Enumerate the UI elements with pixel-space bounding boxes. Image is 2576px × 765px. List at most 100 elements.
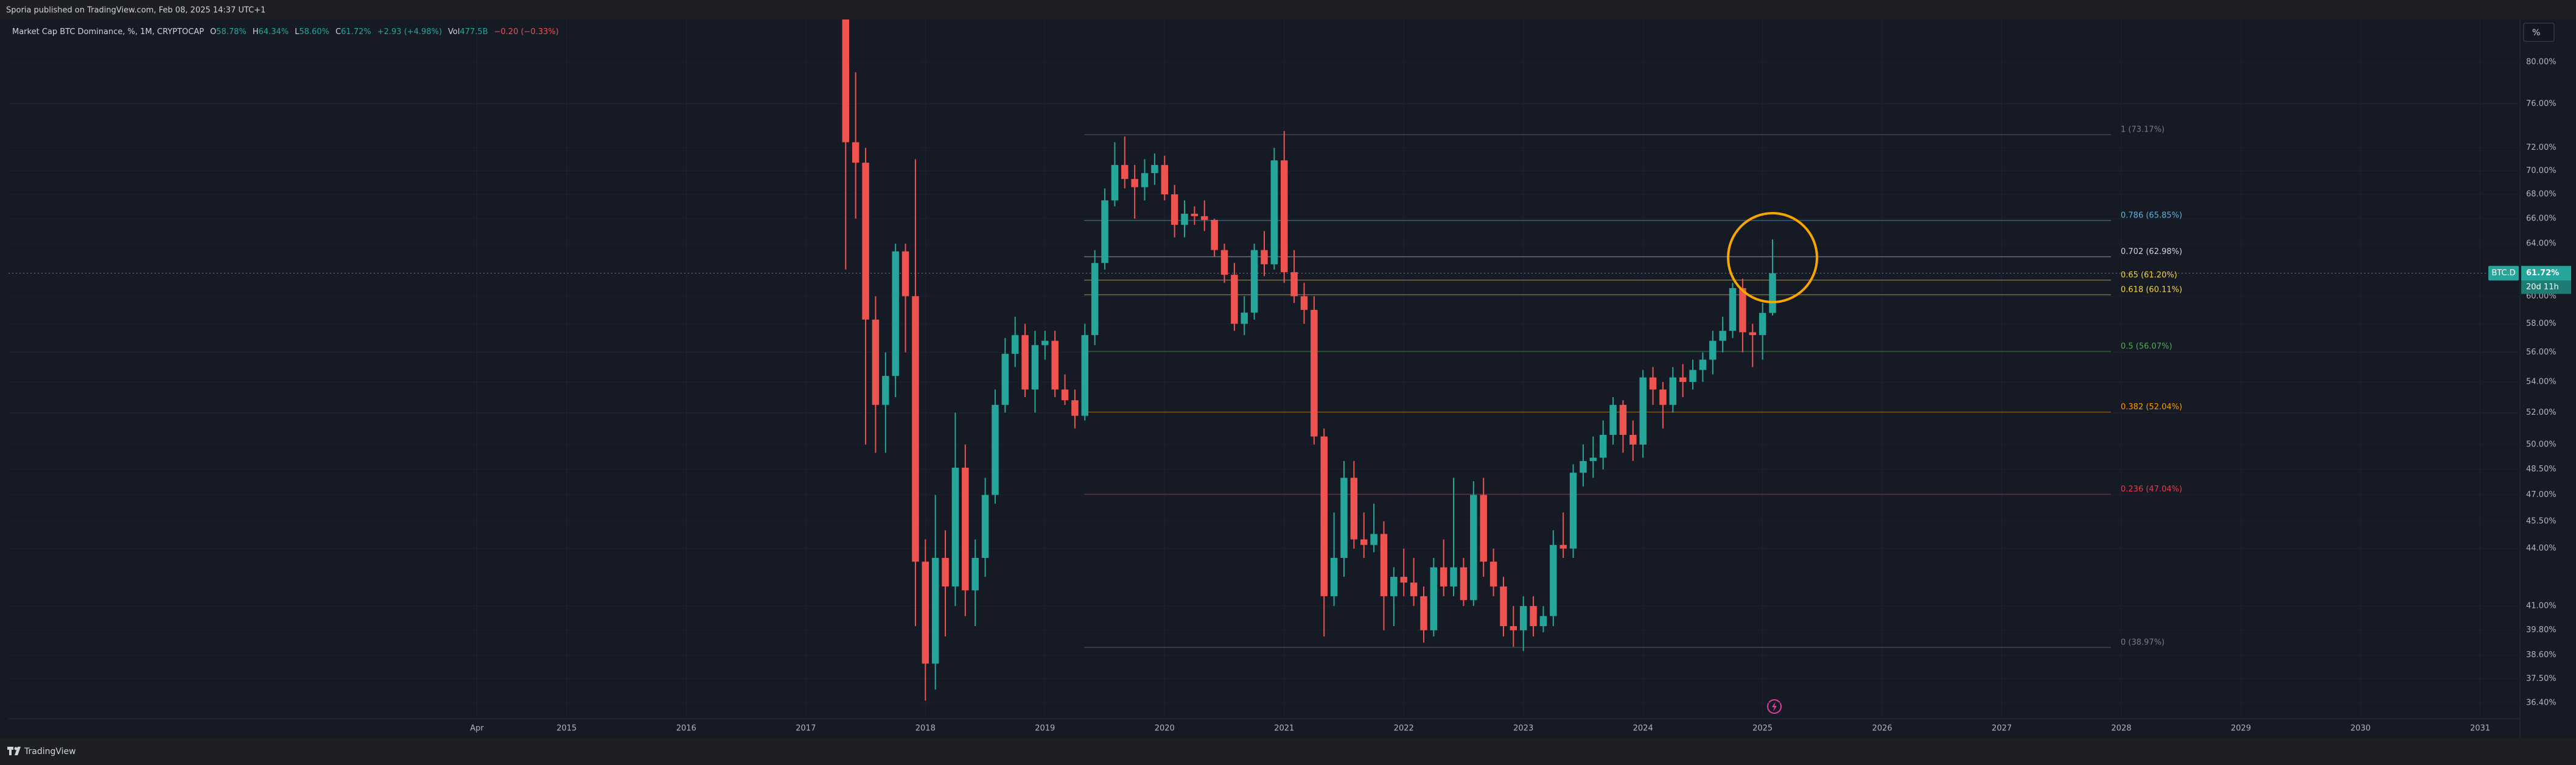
y-tick-label: 39.80% (2526, 626, 2557, 635)
candle-body (1220, 250, 1228, 275)
candle-body (1440, 567, 1447, 587)
candle-body (1340, 478, 1348, 558)
candle-body (1679, 377, 1687, 382)
candle-body (1131, 178, 1138, 188)
candle-body (1261, 250, 1268, 264)
legend-key: L (295, 27, 299, 37)
candle-body (1051, 340, 1059, 390)
x-tick-label: Apr (470, 724, 484, 733)
candle-body (1699, 359, 1707, 370)
y-tick-label: 41.00% (2526, 602, 2557, 611)
x-tick-label: 2018 (915, 724, 936, 733)
price-tag-symbol: BTC.D (2491, 269, 2515, 278)
legend-value: 58.60% (299, 27, 329, 37)
x-tick-label: 2020 (1155, 724, 1175, 733)
x-tick-label: 2030 (2350, 724, 2370, 733)
y-tick-label: 37.50% (2526, 674, 2557, 683)
candle-body (1749, 332, 1757, 336)
candle-body (1211, 220, 1218, 250)
candle-body (1390, 577, 1398, 596)
candle-body (1091, 263, 1099, 336)
candle-body (1430, 567, 1438, 630)
y-tick-label: 36.40% (2526, 699, 2557, 708)
candle-body (1410, 582, 1418, 596)
candle-body (1539, 616, 1547, 627)
candle-body (1709, 340, 1717, 360)
y-tick-label: 52.00% (2526, 408, 2557, 417)
candle-body (1569, 473, 1577, 549)
fib-level-label: 0.236 (47.04%) (2121, 485, 2182, 494)
price-tag-box (2521, 266, 2571, 281)
candle-body (1759, 312, 1766, 336)
candle-body (942, 557, 949, 587)
candle-body (1031, 345, 1039, 390)
y-tick-label: 54.00% (2526, 378, 2557, 387)
y-tick-label: 80.00% (2526, 57, 2557, 66)
y-tick-label: 76.00% (2526, 99, 2557, 108)
candle-body (1350, 478, 1358, 540)
legend-value: 58.78% (216, 27, 247, 37)
candle-body (1320, 436, 1328, 596)
x-tick-label: 2023 (1513, 724, 1533, 733)
candle-body (1550, 545, 1557, 616)
x-tick-label: 2031 (2470, 724, 2490, 733)
candle-body (1201, 216, 1208, 220)
x-tick-label: 2017 (796, 724, 816, 733)
candle-body (1519, 606, 1527, 630)
candle-body (1719, 331, 1726, 341)
y-tick-label: 72.00% (2526, 143, 2557, 152)
x-tick-label: 2022 (1394, 724, 1414, 733)
legend-value: −0.20 (−0.33%) (494, 27, 559, 37)
y-tick-label: 70.00% (2526, 166, 2557, 175)
x-tick-label: 2026 (1872, 724, 1892, 733)
scale-button-label[interactable]: % (2532, 28, 2540, 38)
legend-value: 477.5B (460, 27, 488, 37)
fib-level-label: 0.382 (52.04%) (2121, 403, 2182, 412)
candle-body (912, 296, 919, 562)
highlight-circle (1727, 212, 1819, 304)
candle-body (1191, 213, 1199, 216)
candle-body (1470, 495, 1477, 601)
candle-body (882, 376, 889, 405)
legend-key: Vol (448, 27, 460, 37)
x-tick-label: 2029 (2231, 724, 2251, 733)
candle-body (1290, 272, 1298, 297)
candle-body (1500, 586, 1507, 627)
legend-key: C (335, 27, 341, 37)
brand-logo (7, 747, 21, 755)
y-tick-label: 50.00% (2526, 440, 2557, 449)
x-tick-label: 2028 (2112, 724, 2132, 733)
legend-key: H (253, 27, 259, 37)
fib-level-label: 0 (38.97%) (2121, 638, 2165, 647)
legend-key: O (210, 27, 216, 37)
candle-body (901, 251, 909, 297)
candle-body (1231, 275, 1238, 324)
candle-body (1729, 288, 1737, 331)
candle-body (1510, 626, 1517, 630)
candle-body (1111, 164, 1119, 200)
scale-button[interactable] (2523, 23, 2555, 42)
x-tick-label: 2016 (676, 724, 696, 733)
candle-body (1151, 164, 1158, 174)
candle-body (1659, 389, 1667, 405)
countdown-box (2521, 280, 2571, 294)
event-icon[interactable] (1767, 699, 1782, 714)
legend: Market Cap BTC Dominance, %, 1M, CRYPTOC… (12, 27, 559, 37)
candle-body (1101, 200, 1108, 263)
fib-level-label: 0.65 (61.20%) (2121, 270, 2177, 280)
candle-body (962, 467, 969, 591)
candle-body (971, 557, 979, 591)
fib-level-label: 0.618 (60.11%) (2121, 285, 2182, 294)
candle-body (1460, 567, 1468, 601)
legend-title: Market Cap BTC Dominance, %, 1M, CRYPTOC… (12, 27, 204, 37)
candle-body (1121, 164, 1129, 179)
candle-body (1599, 434, 1607, 458)
y-tick-label: 48.50% (2526, 465, 2557, 474)
candle-body (1281, 160, 1288, 272)
candle-body (1639, 377, 1647, 445)
x-tick-label: 2015 (556, 724, 576, 733)
candle-body (1580, 460, 1587, 473)
bottom-bar (0, 738, 2576, 765)
candle-body (1270, 160, 1278, 264)
x-tick-label: 2021 (1274, 724, 1294, 733)
